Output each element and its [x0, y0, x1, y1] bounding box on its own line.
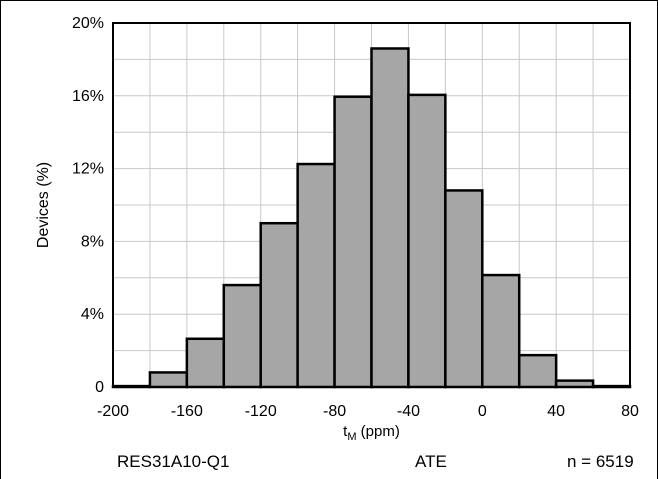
histogram-bar: [517, 353, 558, 389]
frame-top-border: [0, 0, 658, 1]
histogram-bar: [185, 337, 226, 389]
histogram-bar: [444, 189, 484, 389]
y-tick-label: 0: [95, 379, 104, 396]
histogram-bar: [296, 162, 336, 389]
x-tick-label: 80: [621, 403, 639, 420]
plot-area-border: [112, 22, 631, 388]
x-tick-label: 0: [478, 403, 487, 420]
histogram-bar: [407, 93, 447, 389]
y-tick-label: 16%: [72, 88, 104, 105]
x-tick-label: -200: [97, 403, 129, 420]
y-axis-label: Devices (%): [35, 162, 52, 248]
histogram-bar: [259, 221, 299, 389]
histogram-chart: -200 -160 -120 -80 -40 0 40 80 0 4% 8% 12% 16% 20% tM …: [35, 15, 639, 443]
x-tick-label: -40: [397, 403, 420, 420]
x-tick-label: 40: [547, 403, 565, 420]
histogram-bar: [222, 283, 262, 389]
y-tick-label: 20%: [72, 15, 104, 32]
method-label: ATE: [415, 452, 447, 471]
frame-left-border: [0, 0, 1, 479]
histogram-bar: [333, 95, 373, 389]
y-tick-label: 8%: [81, 233, 104, 250]
part-number-label: RES31A10-Q1: [117, 452, 230, 471]
x-tick-label: -80: [323, 403, 346, 420]
x-axis-label: tM (ppm): [343, 423, 400, 443]
y-tick-label: 12%: [72, 161, 104, 178]
sample-size-label: n = 6519: [567, 452, 634, 471]
histogram-bar: [481, 273, 521, 389]
x-tick-label: -160: [171, 403, 203, 420]
y-tick-label: 4%: [81, 306, 104, 323]
x-tick-label: -120: [245, 403, 277, 420]
histogram-bar: [370, 47, 410, 389]
histogram-bar: [148, 371, 189, 389]
